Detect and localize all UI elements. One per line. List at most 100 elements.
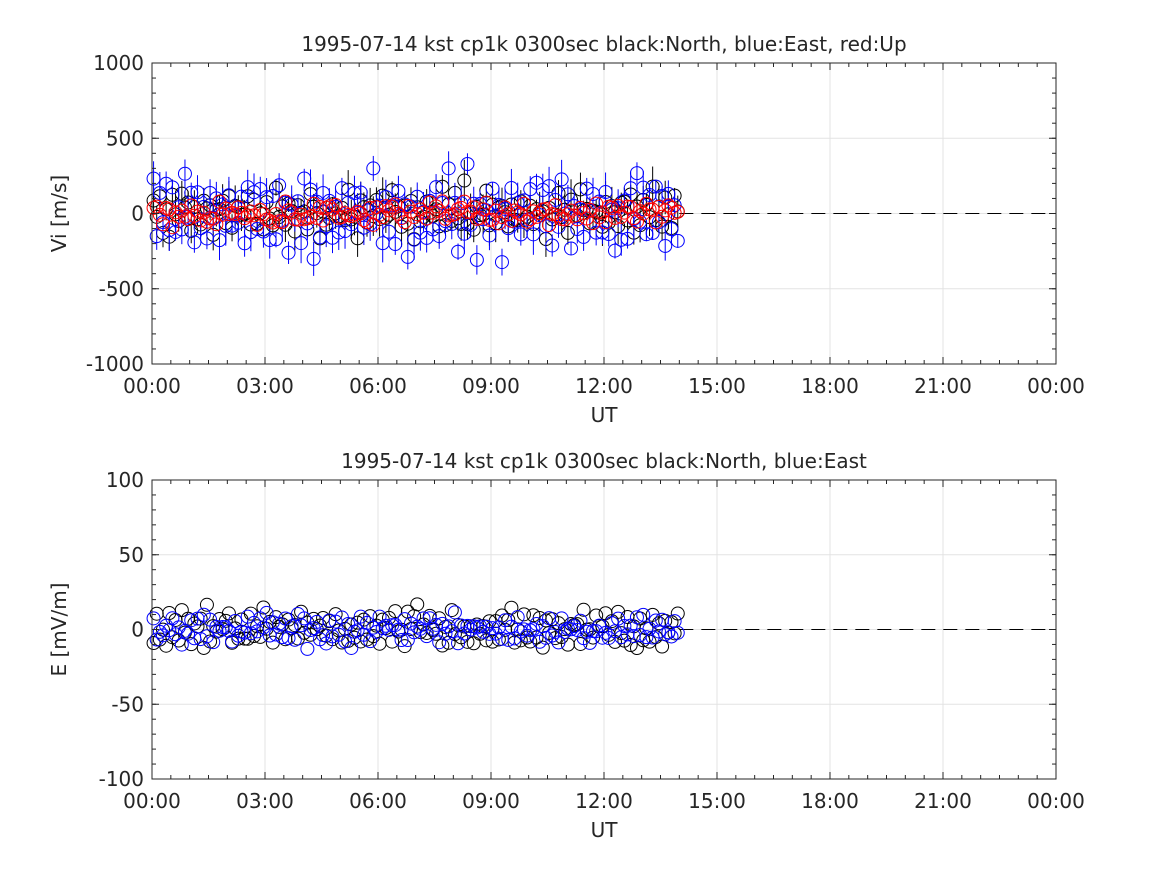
efield-data-point [300, 641, 315, 656]
velocity-data-point [360, 203, 375, 218]
velocity-y-tick-label: 1000 [93, 51, 144, 75]
velocity-data-point [620, 231, 635, 246]
efield-data-point [451, 636, 466, 651]
velocity-data-point [356, 213, 371, 228]
efield-data-point [165, 630, 180, 645]
velocity-data-point [576, 229, 591, 244]
efield-x-tick-label: 03:00 [236, 789, 294, 813]
efield-data-point [485, 634, 500, 649]
velocity-data-point [300, 211, 315, 226]
velocity-data-point [598, 185, 613, 200]
efield-data-point [516, 622, 531, 637]
velocity-data-point [391, 184, 406, 199]
efield-data-point [287, 632, 302, 647]
efield-y-tick-label: 50 [119, 543, 144, 567]
efield-data-point [629, 610, 644, 625]
velocity-data-point [265, 215, 280, 230]
velocity-x-tick-label: 00:00 [123, 374, 181, 398]
velocity-data-point [441, 161, 456, 176]
efield-y-tick-label: -50 [111, 692, 144, 716]
velocity-data-point [604, 200, 619, 215]
velocity-marks [146, 151, 1056, 276]
efield-data-point [243, 606, 258, 621]
efield-data-point [444, 603, 459, 618]
efield-data-point [435, 616, 450, 631]
velocity-data-point [425, 205, 440, 220]
efield-data-point [312, 618, 327, 633]
efield-data-point [670, 606, 685, 621]
efield-data-point [670, 625, 685, 640]
efield-data-point [576, 602, 591, 617]
efield-data-point [661, 625, 676, 640]
velocity-x-tick-label: 03:00 [236, 374, 294, 398]
velocity-data-point [281, 245, 296, 260]
efield-data-point [146, 611, 161, 626]
velocity-x-tick-label: 12:00 [575, 374, 633, 398]
velocity-data-point [363, 200, 378, 215]
efield-x-tick-label: 00:00 [123, 789, 181, 813]
efield-data-point [391, 622, 406, 637]
velocity-data-point [294, 236, 309, 251]
efield-data-point [268, 627, 283, 642]
velocity-data-point [306, 196, 321, 211]
velocity-x-tick-label: 21:00 [914, 374, 972, 398]
velocity-data-point [381, 224, 396, 239]
efield-data-point [177, 623, 192, 638]
efield-data-point [228, 613, 243, 628]
velocity-data-point [623, 200, 638, 215]
efield-data-point [516, 607, 531, 622]
velocity-data-point [168, 205, 183, 220]
velocity-data-point [457, 173, 472, 188]
velocity-data-point [598, 215, 613, 230]
velocity-data-point [545, 207, 560, 222]
velocity-data-point [516, 196, 531, 211]
velocity-data-point [482, 228, 497, 243]
velocity-data-point [667, 198, 682, 213]
efield-data-point [193, 611, 208, 626]
efield-x-tick-label: 18:00 [801, 789, 859, 813]
velocity-x-tick-label: 18:00 [801, 374, 859, 398]
velocity-data-point [360, 215, 375, 230]
velocity-data-point [268, 180, 283, 195]
velocity-data-point [199, 214, 214, 229]
efield-data-point [353, 634, 368, 649]
efield-data-point [403, 616, 418, 631]
velocity-data-point [670, 233, 685, 248]
efield-y-tick-label: -100 [99, 767, 144, 791]
efield-ticks: 00:00 03:00 06:00 09:00 12:00 15:00 18:00 21:00… [99, 468, 1085, 813]
velocity-x-tick-label: 06:00 [349, 374, 407, 398]
velocity-data-point [564, 241, 579, 256]
velocity-data-point [187, 235, 202, 250]
efield-data-point [394, 633, 409, 648]
efield-data-point [184, 613, 199, 628]
efield-data-point [199, 597, 214, 612]
velocity-data-point [655, 209, 670, 224]
velocity-data-point [548, 192, 563, 207]
efield-data-point [316, 628, 331, 643]
velocity-data-point [378, 199, 393, 214]
velocity-data-point [410, 207, 425, 222]
efield-data-point [529, 616, 544, 631]
efield-data-point [243, 626, 258, 641]
velocity-y-tick-label: 0 [131, 202, 144, 226]
velocity-data-point [240, 208, 255, 223]
velocity-data-point [388, 237, 403, 252]
velocity-ticks: 00:00 03:00 06:00 09:00 12:00 15:00 18:00 21:00… [86, 51, 1085, 398]
efield-data-point [564, 622, 579, 637]
velocity-y-tick-label: -1000 [86, 352, 144, 376]
velocity-data-point [319, 200, 334, 215]
velocity-series-up [146, 194, 685, 235]
efield-data-point [579, 624, 594, 639]
velocity-data-point [545, 238, 560, 253]
velocity-y-axis-label: Vi [m/s] [47, 175, 71, 252]
efield-y-tick-label: 0 [131, 618, 144, 642]
efield-data-point [344, 640, 359, 655]
velocity-data-point [272, 178, 287, 193]
efield-data-point [174, 637, 189, 652]
efield-y-tick-label: 100 [106, 468, 144, 492]
efield-data-point [554, 611, 569, 626]
velocity-data-point [190, 204, 205, 219]
efield-data-point [360, 632, 375, 647]
efield-data-point [297, 625, 312, 640]
velocity-data-point [479, 195, 494, 210]
